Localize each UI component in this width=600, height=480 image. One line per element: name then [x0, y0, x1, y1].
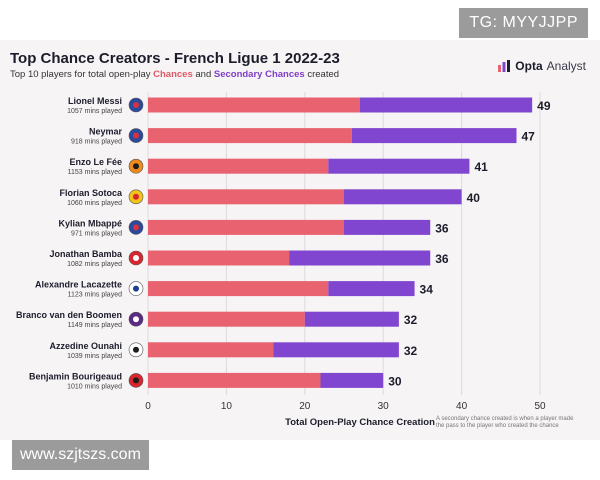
bar-secondary-chances — [304, 311, 399, 327]
bar-secondary-chances — [328, 281, 415, 297]
player-name: Lionel Messi — [68, 96, 122, 106]
bar-secondary-chances — [351, 128, 517, 144]
subtitle-chances: Chances — [153, 69, 193, 80]
x-axis-title: Total Open-Play Chance Creation — [285, 417, 435, 428]
x-tick-label: 20 — [299, 401, 311, 412]
player-minutes: 1057 mins played — [67, 108, 122, 115]
bar-secondary-chances — [320, 372, 384, 388]
player-name: Enzo Le Fée — [69, 157, 122, 167]
player-minutes: 1149 mins played — [68, 322, 122, 329]
x-tick-label: 30 — [378, 401, 390, 412]
subtitle-prefix: Top 10 players for total open-play — [10, 69, 151, 80]
bar-chances — [148, 342, 274, 358]
player-minutes: 971 mins played — [71, 230, 122, 237]
bar-secondary-chances — [289, 250, 431, 266]
player-name: Branco van den Boomen — [16, 310, 122, 320]
bar-secondary-chances — [273, 342, 399, 358]
badge-emblem — [133, 285, 139, 292]
subtitle-suffix: created — [307, 69, 340, 80]
bar-secondary-chances — [328, 158, 470, 174]
bar-chances — [148, 250, 290, 266]
total-label: 36 — [435, 252, 449, 266]
badge-emblem — [133, 193, 139, 200]
player-name: Alexandre Lacazette — [35, 280, 122, 290]
badge-emblem — [133, 132, 139, 139]
total-label: 30 — [388, 374, 402, 388]
bar-chances — [148, 158, 329, 174]
x-tick-label: 10 — [221, 401, 233, 412]
badge-emblem — [133, 102, 139, 108]
bar-chances — [148, 189, 344, 205]
watermark-bottom: www.szjtszs.com — [12, 440, 149, 470]
total-label: 49 — [537, 99, 551, 113]
player-minutes: 1010 mins played — [67, 383, 122, 390]
player-name: Benjamin Bourigeaud — [29, 371, 122, 381]
total-label: 34 — [420, 283, 434, 297]
subtitle-and: and — [195, 69, 212, 80]
watermark-top: TG: MYYJJPP — [459, 8, 588, 38]
brand-name: Opta — [515, 59, 543, 73]
badge-emblem — [133, 316, 139, 323]
total-label: 41 — [474, 160, 488, 174]
subtitle-secondary: Secondary Chances — [213, 69, 305, 80]
bar-chances — [148, 372, 321, 388]
bar-secondary-chances — [344, 219, 431, 235]
x-tick-label: 0 — [145, 401, 151, 412]
bar-chances — [148, 128, 352, 144]
opta-logo-icon — [498, 60, 511, 72]
player-minutes: 918 mins played — [71, 139, 122, 146]
badge-emblem — [133, 346, 139, 353]
chart-subtitle: Top 10 players for total open-play Chanc… — [10, 69, 339, 80]
player-name: Kylian Mbappé — [58, 218, 122, 228]
total-label: 32 — [404, 313, 418, 327]
player-minutes: 1123 mins played — [68, 292, 122, 299]
bar-secondary-chances — [359, 97, 533, 113]
player-minutes: 1153 mins played — [68, 169, 122, 176]
x-tick-label: 40 — [456, 401, 468, 412]
badge-emblem — [133, 377, 139, 384]
bar-chances — [148, 311, 305, 327]
total-label: 32 — [404, 344, 418, 358]
bar-chances — [148, 219, 344, 235]
total-label: 47 — [521, 130, 535, 144]
footnote: A secondary chance created is when a pla… — [436, 416, 574, 429]
brand-suffix: Analyst — [546, 59, 586, 73]
player-minutes: 1082 mins played — [67, 261, 122, 268]
opta-analyst-logo: Opta Analyst — [497, 59, 586, 73]
player-name: Jonathan Bamba — [49, 249, 123, 259]
player-name: Azzedine Ounahi — [49, 341, 122, 351]
player-minutes: 1039 mins played — [67, 353, 122, 360]
chart-title: Top Chance Creators - French Ligue 1 202… — [10, 50, 340, 67]
x-tick-label: 50 — [534, 401, 546, 412]
player-name: Neymar — [89, 127, 123, 137]
bar-chances — [148, 97, 360, 113]
bar-secondary-chances — [344, 189, 462, 205]
bar-chances — [148, 281, 329, 297]
total-label: 40 — [467, 191, 481, 205]
total-label: 36 — [435, 221, 449, 235]
player-name: Florian Sotoca — [59, 188, 123, 198]
badge-emblem — [133, 163, 139, 170]
badge-emblem — [133, 224, 139, 231]
badge-emblem — [133, 255, 139, 261]
player-minutes: 1060 mins played — [67, 200, 122, 207]
